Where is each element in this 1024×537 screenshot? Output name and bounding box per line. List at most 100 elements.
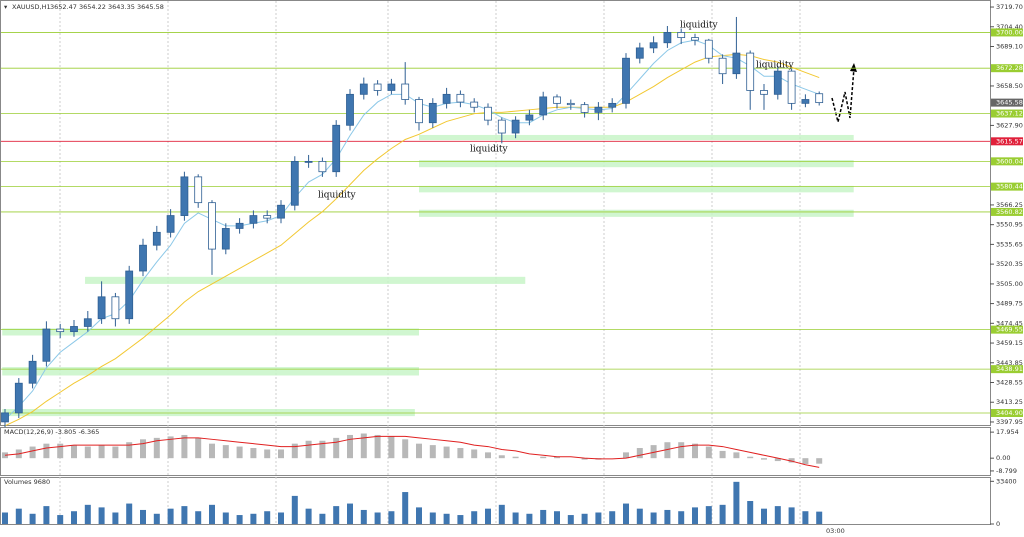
macd-bar [222,445,229,459]
volume-bar [98,507,105,524]
macd-bar [636,448,643,459]
candle-body [28,360,37,384]
y-tick-label: 3443.85 [996,359,1023,367]
macd-bar [112,446,119,459]
candle-body [263,215,272,219]
candle-body [553,96,561,104]
candle-body [70,326,78,333]
macd-bar [650,445,657,459]
candle-body [649,42,658,49]
volume-bar [692,507,698,524]
candle-body [152,231,161,246]
y-tick-label: 3566.25 [996,201,1023,209]
candle-body [359,83,368,95]
candle-body [166,215,175,233]
level-box [991,64,1023,73]
candle-body [663,32,672,44]
symbol-arrow: ▾ [4,3,8,11]
macd-bar [554,456,560,459]
zone [2,367,420,376]
macd-bar [719,450,726,459]
candle-body [746,52,755,91]
candle-body [97,296,106,320]
macd-bar [774,458,781,462]
candle-body [787,70,796,104]
volume-bar [319,513,326,524]
volume-bar [540,509,547,524]
candle-body [456,93,465,103]
candle-body [139,244,147,272]
volume-bar [305,508,312,524]
macd-tick-label: 17.954 [996,428,1019,436]
macd-bar [264,449,271,459]
candle-body [718,57,727,75]
macd-bar [291,443,298,459]
volume-bar [126,503,133,524]
candle-body [111,296,120,320]
level-label: 3560.82 [996,208,1023,216]
macd-bar [126,442,133,459]
candle-body [180,176,189,216]
macd-bar [429,445,436,459]
macd-bar [443,446,450,459]
zone [419,209,854,217]
volume-bar [802,511,809,524]
volume-bar [402,492,409,524]
candle-body [704,39,713,59]
macd-bar [333,437,340,459]
volume-bar [664,509,671,524]
symbol: XAUUSD,H1 [12,3,51,11]
volume-bar [774,506,781,524]
y-tick-label: 3459.15 [996,339,1023,347]
red-level-box [991,137,1023,146]
candle-body [125,270,134,320]
volume-tick-label: 0 [996,520,1000,528]
volume-bar [567,515,574,524]
volume-bar [471,511,478,524]
macd-bar [705,446,712,459]
candle-body [332,124,341,173]
macd-bar [623,452,629,459]
y-tick-label: 3627.90 [996,121,1023,129]
candle-body [580,104,589,113]
volume-bar [650,512,657,524]
current-price-box [991,98,1023,107]
macd-bar [71,445,77,459]
macd-bar [250,448,257,459]
volume-bar [595,512,602,524]
annotation: liquidity [756,61,794,71]
volume-bar [485,508,491,524]
zone [2,328,420,336]
volume-bar [457,515,464,524]
macd-signal [4,435,820,468]
volume-bar [222,512,229,524]
candle-body [677,32,686,38]
ma-fast [4,39,820,420]
candle-body [511,119,520,134]
macd-bar [692,443,698,459]
candle-body [484,106,492,121]
macd-bar [43,443,50,459]
volume-bar [719,504,726,524]
level-label: 3700.00 [996,28,1023,36]
y-tick-label: 3550.95 [996,221,1023,229]
candle-body [594,106,603,113]
volume-bar [84,504,91,524]
macd-bar [581,458,588,460]
y-tick-label: 3719.70 [996,3,1023,11]
zone [2,409,415,417]
level-box [991,182,1023,191]
macd-bar [305,440,312,459]
candle-body [83,318,92,327]
macd-bar [319,440,326,459]
candle-body [401,83,410,100]
volume-bar [153,513,160,524]
y-tick-label: 3474.45 [996,319,1023,327]
macd-bar [140,439,146,459]
candle-body [415,99,423,124]
annotation: liquidity [470,145,508,155]
level-label: 3404.90 [996,409,1023,417]
volume-bar [429,512,436,524]
arrow-head [850,63,857,72]
candle-body [208,202,216,250]
